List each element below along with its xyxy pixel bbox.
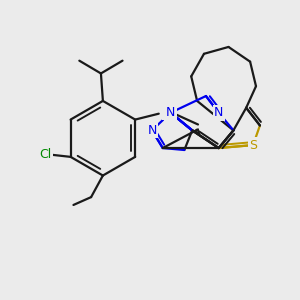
Text: N: N	[166, 106, 175, 119]
Text: S: S	[249, 139, 257, 152]
Text: N: N	[214, 106, 224, 119]
Text: N: N	[166, 106, 175, 119]
Text: O: O	[164, 105, 173, 118]
Text: Cl: Cl	[39, 148, 51, 161]
Text: N: N	[147, 124, 157, 137]
